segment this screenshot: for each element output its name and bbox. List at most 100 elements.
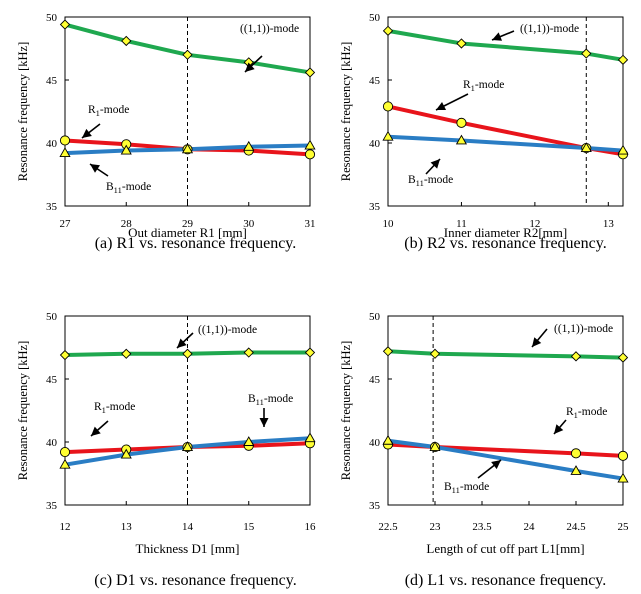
y-tick-label: 50	[369, 311, 381, 323]
x-tick-label: 13	[121, 521, 133, 533]
data-point-triangle	[455, 134, 468, 145]
data-point-diamond	[59, 349, 71, 361]
chart-panel: 35 40 45 50 27 28 29 30 31 ((1,1))-mode R1-mode B11…	[16, 12, 316, 252]
data-point-diamond	[182, 49, 193, 60]
y-tick-label: 35	[46, 500, 58, 512]
data-point-diamond	[182, 348, 193, 359]
x-tick-label: 16	[305, 521, 317, 533]
annotation-arrowhead	[554, 424, 564, 434]
series-label: R1-mode	[88, 104, 129, 118]
series-label: B11-mode	[408, 174, 453, 188]
y-axis-label: Resonance frequency [kHz]	[16, 42, 30, 182]
annotation-arrowhead	[532, 337, 542, 347]
y-tick-label: 40	[369, 138, 381, 150]
data-point-triangle	[120, 448, 132, 459]
series-label: R1-mode	[463, 79, 504, 93]
annotation-arrowhead	[245, 62, 255, 72]
data-point-triangle	[181, 143, 194, 154]
chart-panel: 35 40 45 50 10 11 12 13 ((1,1))-mode R1-mode B11-m…	[339, 12, 629, 252]
data-point-diamond	[617, 54, 629, 65]
figure-caption: (c) D1 vs. resonance frequency.	[94, 572, 296, 589]
x-tick-label: 24	[524, 521, 536, 533]
data-point-triangle	[59, 147, 71, 158]
x-tick-label: 13	[603, 218, 615, 230]
data-point-triangle	[304, 139, 316, 150]
data-point-diamond	[304, 67, 316, 78]
x-tick-label: 31	[305, 218, 316, 230]
y-tick-label: 40	[46, 138, 58, 150]
annotation-arrowhead	[492, 32, 503, 41]
figure-caption: (b) R2 vs. resonance frequency.	[404, 235, 606, 252]
y-tick-label: 35	[369, 201, 381, 213]
y-tick-label: 40	[46, 437, 58, 449]
data-point-diamond	[570, 351, 582, 362]
data-point-triangle	[429, 441, 441, 451]
annotation-arrowhead	[177, 338, 187, 348]
y-tick-label: 45	[369, 75, 381, 87]
x-tick-label: 29	[182, 218, 194, 230]
y-tick-label: 45	[46, 75, 58, 87]
data-point-circle	[570, 448, 582, 459]
series-label: B11-mode	[106, 181, 151, 195]
data-point-triangle	[304, 432, 316, 443]
data-point-triangle	[580, 142, 592, 152]
x-tick-label: 27	[60, 218, 72, 230]
y-tick-label: 35	[369, 500, 381, 512]
figure-caption: (a) R1 vs. resonance frequency.	[95, 235, 297, 252]
x-tick-label: 15	[243, 521, 255, 533]
annotation-arrowhead	[430, 159, 440, 169]
x-axis-label: Out diameter R1 [mm]	[128, 225, 247, 240]
figure-caption: (d) L1 vs. resonance frequency.	[405, 572, 607, 589]
data-point-diamond	[456, 38, 467, 49]
series-label: B11-mode	[444, 481, 489, 495]
series-label: R1-mode	[566, 406, 607, 420]
data-point-diamond	[304, 347, 316, 358]
y-axis-label: Resonance frequency [kHz]	[339, 42, 353, 182]
x-axis-label: Length of cut off part L1[mm]	[426, 541, 584, 556]
data-point-triangle	[181, 441, 194, 451]
data-point-triangle	[570, 465, 582, 475]
x-tick-label: 10	[383, 218, 395, 230]
series-label: ((1,1))-mode	[520, 23, 579, 35]
x-tick-label: 22.5	[378, 521, 398, 533]
data-point-circle	[59, 135, 71, 146]
y-tick-label: 50	[369, 12, 381, 24]
data-point-diamond	[243, 347, 254, 358]
y-tick-label: 45	[369, 374, 381, 386]
data-point-triangle	[617, 472, 629, 483]
x-tick-label: 30	[243, 218, 255, 230]
y-tick-label: 50	[46, 12, 58, 24]
x-axis-label: Inner diameter R2[mm]	[444, 225, 567, 240]
annotation-arrowhead	[491, 460, 501, 470]
data-point-triangle	[243, 140, 255, 151]
data-point-diamond	[59, 19, 71, 30]
annotation-arrowhead	[90, 164, 100, 173]
x-axis-label: Thickness D1 [mm]	[136, 541, 240, 556]
x-tick-label: 23	[430, 521, 442, 533]
y-tick-label: 50	[46, 311, 58, 323]
x-tick-label: 23.5	[472, 521, 492, 533]
x-tick-label: 12	[529, 218, 540, 230]
chart-panel: 35 40 45 50 22.5 23 23.5 24 24.5 25 ((1,1))-mode R1…	[339, 311, 629, 589]
annotation-arrowhead	[82, 128, 92, 138]
data-point-circle	[456, 117, 467, 128]
y-tick-label: 35	[46, 201, 58, 213]
series-line	[387, 134, 624, 153]
x-tick-label: 11	[456, 218, 467, 230]
x-tick-label: 28	[121, 218, 133, 230]
y-axis-label: Resonance frequency [kHz]	[339, 341, 353, 481]
series-label: ((1,1))-mode	[240, 23, 299, 35]
data-point-triangle	[59, 458, 71, 469]
data-point-circle	[59, 447, 71, 458]
y-tick-label: 45	[46, 374, 58, 386]
y-tick-label: 40	[369, 437, 381, 449]
x-tick-label: 14	[182, 521, 194, 533]
data-point-diamond	[382, 346, 394, 357]
x-tick-label: 12	[60, 521, 71, 533]
series-label: ((1,1))-mode	[554, 323, 613, 335]
series-label: ((1,1))-mode	[198, 324, 257, 336]
y-axis-label: Resonance frequency [kHz]	[16, 341, 30, 481]
chart-panel: 35 40 45 50 12 13 14 15 16 ((1,1))-mode R1-mode B11…	[16, 311, 316, 589]
x-tick-label: 24.5	[566, 521, 586, 533]
